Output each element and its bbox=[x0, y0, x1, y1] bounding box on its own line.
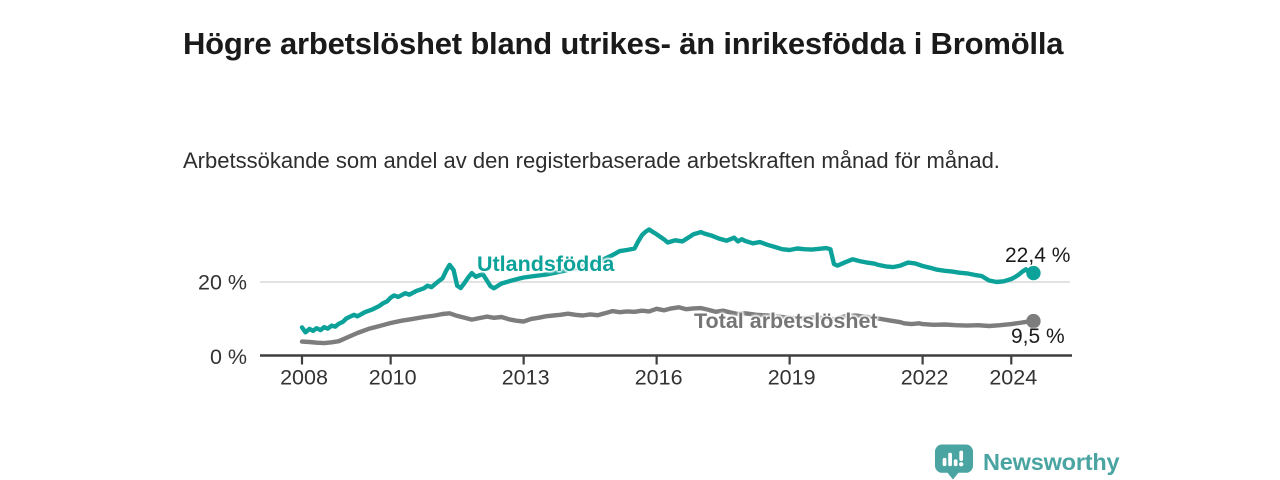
y-tick-label-0: 0 % bbox=[210, 345, 247, 369]
x-tick-label-2013: 2013 bbox=[502, 366, 550, 390]
x-tick-label-2024: 2024 bbox=[989, 366, 1037, 390]
series-line-total bbox=[299, 305, 1036, 346]
chart-title: Högre arbetslöshet bland utrikes- än inr… bbox=[183, 25, 1064, 61]
chart-subtitle: Arbetssökande som andel av den registerb… bbox=[183, 148, 1000, 173]
series-label-utlandsfodda: Utlandsfödda bbox=[477, 252, 615, 276]
x-tick-label-2016: 2016 bbox=[635, 366, 683, 390]
x-tick-label-2019: 2019 bbox=[768, 366, 816, 390]
series-line-utlandsfodda bbox=[299, 227, 1036, 335]
end-dot-total bbox=[1026, 313, 1041, 329]
x-tick-label-2022: 2022 bbox=[901, 366, 949, 390]
newsworthy-logo[interactable]: Newsworthy bbox=[934, 444, 1120, 480]
series-label-total-arbetsloshet: Total arbetslöshet bbox=[694, 309, 878, 333]
newsworthy-logo-text: Newsworthy bbox=[983, 448, 1120, 475]
end-value-utlandsfodda: 22,4 % bbox=[1005, 244, 1071, 267]
x-tick-label-2010: 2010 bbox=[369, 366, 417, 390]
end-value-total: 9,5 % bbox=[1011, 325, 1065, 348]
y-tick-label-20: 20 % bbox=[198, 271, 247, 295]
end-dot-utlandsfodda bbox=[1026, 265, 1041, 281]
newsworthy-chart-bubble-icon bbox=[934, 444, 974, 480]
x-tick-label-2008: 2008 bbox=[280, 366, 328, 390]
